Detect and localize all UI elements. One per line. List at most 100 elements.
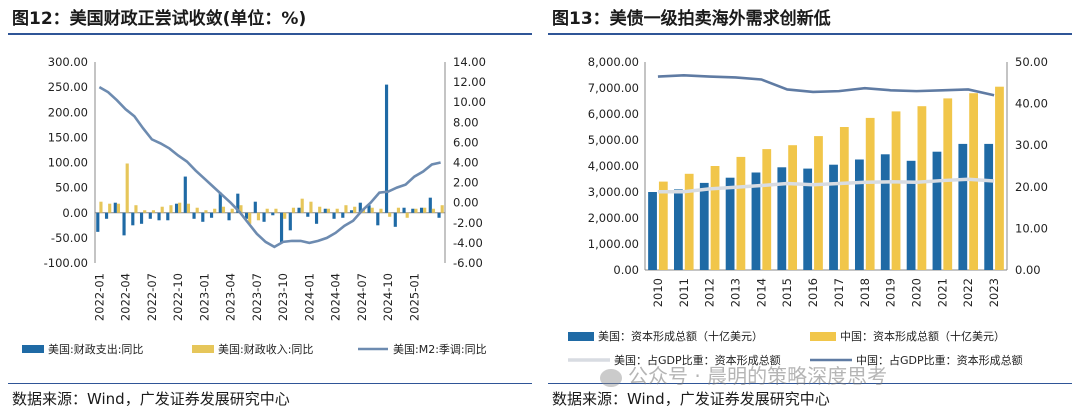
y-tick-right: 50.00 [1015, 55, 1048, 69]
bar-revenue [326, 208, 331, 213]
bar-revenue [318, 206, 322, 213]
legend-label-us-line: 美国：占GDP比重：资本形成总额 [614, 353, 781, 367]
bar-us-capital [829, 164, 838, 270]
bar-revenue [108, 203, 112, 213]
left-source-rule [8, 383, 532, 384]
bar-spend [402, 207, 406, 213]
y-tick-left: 1,000.00 [588, 237, 639, 251]
y-tick-left: 2,000.00 [588, 211, 639, 225]
x-tick-label: 2023-01 [197, 273, 211, 321]
bar-spend [209, 212, 214, 218]
y-tick-right: 12.00 [453, 75, 486, 89]
right-title-rule [548, 33, 1072, 35]
bar-revenue [379, 208, 383, 213]
bar-revenue [283, 212, 287, 219]
bar-spend [288, 212, 292, 231]
legend-swatch-cn-bar [810, 332, 836, 341]
y-tick-left: 5,000.00 [588, 133, 639, 147]
x-tick-label: 2016 [806, 278, 820, 307]
bar-revenue [221, 206, 226, 213]
bar-spend [437, 212, 441, 218]
bar-spend [236, 193, 240, 213]
bar-cn-capital [684, 173, 694, 270]
y-tick-right: 10.00 [453, 95, 486, 109]
y-tick-left: 250.00 [48, 80, 88, 94]
bar-revenue [309, 201, 313, 213]
bar-revenue [239, 205, 243, 213]
bar-revenue [178, 202, 182, 213]
y-tick-left: 0.00 [613, 263, 639, 277]
legend-label-us-bar: 美国：资本形成总额（十亿美元） [598, 329, 763, 343]
bar-spend [367, 205, 371, 213]
line-m2 [98, 85, 441, 249]
bar-spend [174, 203, 179, 213]
bar-revenue [256, 212, 261, 221]
left-chart-svg: 300.00 250.00 200.00 150.00 100.00 50.00 0.00 -… [22, 55, 487, 356]
bar-revenue [370, 207, 374, 213]
bar-revenue [134, 205, 138, 213]
x-tick-label: 2011 [677, 278, 691, 307]
bar-spend [139, 212, 144, 224]
bar-spend [376, 212, 380, 226]
right-chart-panel: 图13：美债一级拍卖海外需求创新低 8,000.00 7,000.00 6,000.… [540, 0, 1080, 418]
right-chart-source: 数据来源：Wind，广发证券发展研究中心 [552, 390, 830, 408]
x-tick-label: 2023-10 [276, 273, 290, 321]
y-tick-left: 6,000.00 [588, 107, 639, 121]
bar-cn-capital [865, 117, 875, 271]
bar-us-capital [751, 172, 761, 270]
watermark-text: 公众号 · 晨明的策略深度思考 [628, 364, 888, 388]
legend-label-cn-bar: 中国：资本形成总额（十亿美元） [840, 329, 1005, 343]
bar-revenue [169, 205, 173, 213]
bar-revenue [99, 201, 103, 213]
wechat-icon [600, 368, 622, 387]
bar-us-capital [725, 177, 735, 270]
bar-revenue [195, 207, 199, 213]
bar-spend [104, 212, 109, 219]
legend-label-revenue: 美国:财政收入:同比 [218, 342, 313, 356]
x-tick-label: 2022-07 [145, 273, 159, 321]
bar-cn-capital [943, 98, 953, 271]
bar-revenue [213, 208, 217, 213]
bar-us-capital [854, 159, 864, 270]
y-tick-right: 20.00 [1015, 180, 1048, 194]
legend-swatch-revenue [192, 345, 214, 353]
y-tick-right: 14.00 [453, 55, 486, 69]
y-tick-left: 300.00 [48, 55, 88, 69]
bar-spend [297, 207, 301, 213]
right-chart-svg: 8,000.00 7,000.00 6,000.00 5,000.00 4,000.00… [568, 55, 1048, 367]
bar-revenue [388, 212, 392, 217]
bar-spend [218, 192, 222, 213]
left-chart-source: 数据来源：Wind，广发证券发展研究中心 [12, 390, 290, 408]
bar-revenue [300, 198, 304, 213]
right-chart-title: 图13：美债一级拍卖海外需求创新低 [552, 9, 831, 29]
x-tick-label: 2023-07 [250, 273, 264, 321]
y-tick-left: 50.00 [55, 181, 88, 195]
bar-us-capital [880, 154, 890, 270]
y-tick-left: 8,000.00 [588, 55, 639, 69]
bar-revenue [274, 208, 278, 213]
legend-label-m2: 美国:M2:季调:同比 [393, 343, 487, 356]
y-tick-right: 4.00 [453, 156, 479, 170]
x-tick-label: 2015 [780, 278, 794, 307]
y-tick-left: 0.00 [62, 206, 88, 220]
bar-revenue [125, 163, 129, 213]
bar-spend [411, 208, 415, 213]
bar-spend [183, 176, 187, 213]
bar-spend [148, 212, 152, 219]
x-tick-label: 2018 [858, 278, 872, 307]
bar-revenue [116, 203, 121, 213]
y-tick-right: 6.00 [453, 135, 479, 149]
bar-us-capital [958, 143, 968, 270]
bar-cn-capital [969, 93, 979, 270]
y-tick-left: 150.00 [48, 130, 88, 144]
y-tick-right: -2.00 [453, 216, 483, 230]
bar-spend [314, 212, 319, 224]
bar-cn-capital [788, 145, 798, 270]
bar-spend [358, 202, 362, 213]
y-tick-right: 10.00 [1015, 221, 1048, 235]
bar-revenue [396, 207, 401, 213]
bar-revenue [431, 208, 436, 213]
bar-spend [262, 212, 266, 222]
bar-spend [166, 212, 170, 221]
x-tick-label: 2023 [987, 278, 1001, 307]
